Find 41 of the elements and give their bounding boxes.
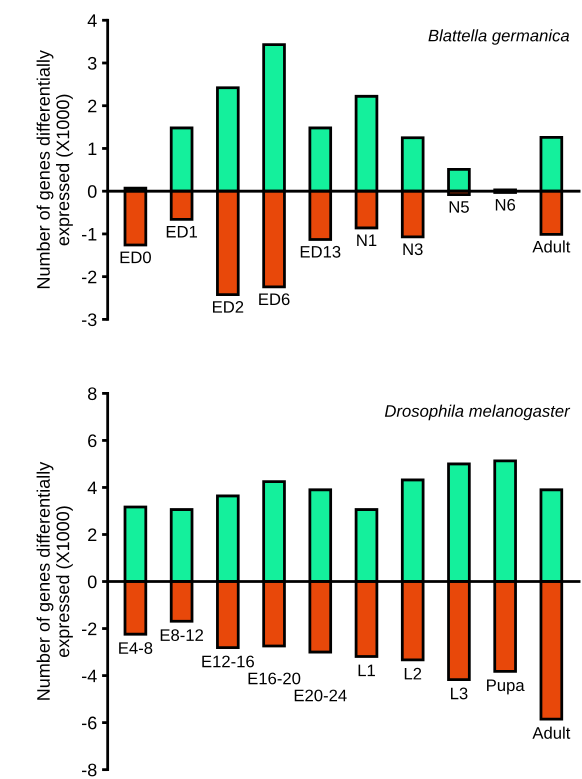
x-tick-label: ED1	[166, 226, 198, 238]
y-tick-label: 6	[88, 434, 96, 448]
x-tick-label: N3	[403, 243, 423, 256]
x-tick-label: E4-8	[119, 642, 152, 654]
y-tick-label: 2	[88, 528, 96, 542]
x-tick-label: E12-16	[202, 656, 254, 668]
x-tick-label: E16-20	[248, 672, 300, 684]
x-tick-label: ED0	[120, 251, 151, 264]
x-tick-label: ED13	[300, 246, 340, 258]
x-tick-label: N6	[496, 198, 516, 211]
x-tick-label: ED2	[212, 301, 244, 313]
y-tick-label: 2	[88, 100, 96, 112]
y-tick-label: 3	[88, 56, 96, 70]
x-tick-label: L2	[404, 668, 422, 680]
y-tick-label: -3	[82, 313, 96, 326]
y-tick-label: -2	[82, 622, 96, 636]
y-axis-title: Number of genes differentially expressed (X1000)	[36, 50, 73, 288]
y-tick-label: -4	[82, 670, 97, 682]
y-tick-label: 1	[88, 142, 96, 155]
y-tick-label: -2	[82, 270, 96, 284]
x-tick-label: Adult	[532, 240, 570, 253]
y-tick-label: -6	[82, 716, 96, 730]
y-tick-label: 0	[88, 575, 97, 588]
y-tick-label: 8	[88, 387, 96, 400]
y-tick-label: -1	[82, 228, 96, 240]
x-tick-label: N1	[357, 234, 376, 246]
y-tick-label: -8	[82, 764, 96, 776]
y-tick-label: 0	[88, 185, 97, 198]
x-tick-label: N5	[450, 201, 469, 213]
x-tick-label: Adult	[532, 726, 570, 739]
y-tick-label: 4	[88, 14, 97, 27]
text: Blattella germanica	[428, 29, 570, 45]
x-tick-label: L1	[358, 664, 375, 676]
x-tick-label: Pupa	[487, 679, 525, 694]
x-tick-label: ED6	[259, 293, 290, 306]
y-axis-title: Number of genes differentially expressed (X1000)	[36, 462, 73, 700]
y-tick-label: 4	[88, 482, 97, 494]
x-tick-label: L3	[451, 688, 468, 700]
text: Drosophila melanogaster	[384, 404, 570, 420]
x-tick-label: E8-12	[160, 629, 204, 642]
x-tick-label: E20-24	[294, 690, 347, 702]
